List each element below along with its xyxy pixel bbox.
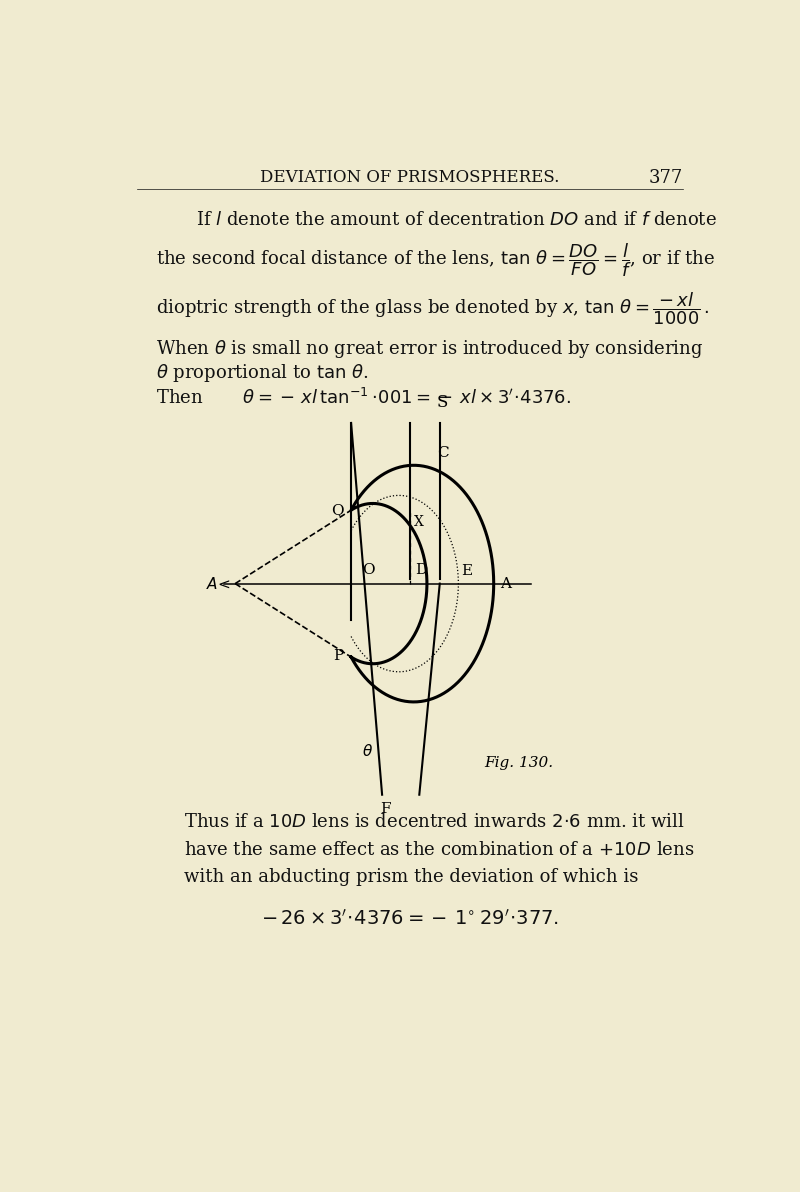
Text: 377: 377 [649,169,682,187]
Text: Fig. 130.: Fig. 130. [485,756,554,770]
Text: S: S [437,395,448,411]
Text: Q: Q [331,503,344,517]
Text: X: X [414,515,423,529]
Text: $\theta$: $\theta$ [362,743,373,758]
Text: Then $\quad\quad \theta = -\,xl\,\tan^{-1}\!\cdot\!001 = -\,xl \times 3^{\prime}: Then $\quad\quad \theta = -\,xl\,\tan^{-… [156,389,571,408]
Text: DEVIATION OF PRISMOSPHERES.: DEVIATION OF PRISMOSPHERES. [260,169,560,186]
Text: A: A [500,577,511,590]
Text: $-\,26 \times 3^{\prime}\!\cdot\!4376 = -\,1^{\circ}\,29^{\prime}\!\cdot\!377.$: $-\,26 \times 3^{\prime}\!\cdot\!4376 = … [261,908,559,929]
Text: Thus if a $10D$ lens is decentred inwards $2{\cdot}6$ mm. it will: Thus if a $10D$ lens is decentred inward… [184,813,684,831]
Text: with an abducting prism the deviation of which is: with an abducting prism the deviation of… [184,868,638,887]
Text: F: F [381,802,391,817]
Text: O: O [362,563,375,577]
Text: dioptric strength of the glass be denoted by $x$, $\tan\,\theta = \dfrac{-\,xl}{: dioptric strength of the glass be denote… [156,290,709,327]
Text: $A$<: $A$< [206,576,230,591]
Text: have the same effect as the combination of a $+10D$ lens: have the same effect as the combination … [184,840,694,858]
Text: P: P [334,648,344,663]
Text: C: C [437,446,448,460]
Text: $\theta$ proportional to $\tan\,\theta$.: $\theta$ proportional to $\tan\,\theta$. [156,361,368,384]
Text: E: E [462,564,473,578]
Text: D: D [415,563,427,577]
Text: If $l$ denote the amount of decentration $DO$ and if $f$ denote: If $l$ denote the amount of decentration… [196,211,717,229]
Text: the second focal distance of the lens, $\tan\,\theta = \dfrac{DO}{FO} = \dfrac{l: the second focal distance of the lens, $… [156,242,715,279]
Text: When $\theta$ is small no great error is introduced by considering: When $\theta$ is small no great error is… [156,337,703,360]
